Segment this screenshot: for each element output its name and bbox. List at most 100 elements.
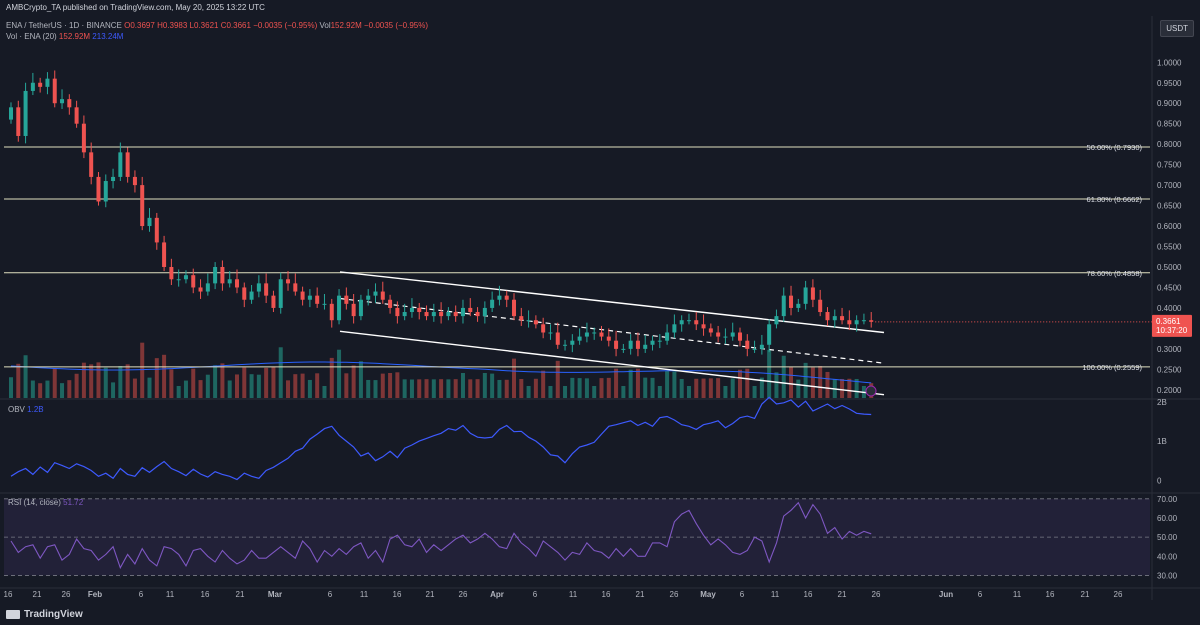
x-tick-label: 26 [62,590,71,599]
candle [81,123,86,153]
volume-bar [679,378,684,398]
volume-bar [439,379,444,398]
candle [526,320,531,322]
volume-bar [409,379,414,398]
x-tick-label: 21 [838,590,847,599]
volume-bar [446,379,451,398]
candle [322,303,327,305]
candle [74,107,79,124]
obv-label: OBV [8,405,25,414]
candle [417,307,422,313]
price-tick-label: 0.7500 [1157,161,1182,170]
x-tick-label: 16 [201,590,210,599]
volume-bar [730,378,735,398]
candle [570,340,575,345]
candle [140,185,145,227]
vol-value: 152.92M [330,21,362,30]
volume-bar [424,379,429,398]
candle [832,316,837,321]
volume-bar [154,358,159,398]
rsi-tick-label: 40.00 [1157,552,1178,561]
currency-button[interactable]: USDT [1160,20,1194,37]
candle [840,316,845,321]
candle [176,279,181,281]
volume-bar [227,380,232,398]
x-tick-label: 16 [1046,590,1055,599]
volume-bar [220,363,225,398]
ohlc-change-2: −0.0035 (−0.95%) [363,21,429,30]
candle [169,266,174,280]
price-tick-label: 0.5000 [1157,263,1182,272]
candle [460,307,465,317]
rsi-tick-label: 50.00 [1157,533,1178,542]
volume-bar [628,369,633,398]
volume-bar [264,367,269,398]
volume-bar [541,370,546,398]
volume-bar [635,368,640,398]
price-tick-label: 0.6500 [1157,202,1182,211]
volume-bar [176,386,181,398]
candle [147,217,152,227]
rsi-line [10,501,872,570]
rsi-value: 51.72 [63,498,84,507]
candle [446,312,451,317]
volume-bar [162,354,167,398]
x-tick-label: 6 [978,590,983,599]
candle [548,332,553,334]
candle [738,332,742,341]
fib-level-label: 78.60% (0.4858) [1087,269,1143,278]
obv-tick-label: 1B [1157,437,1167,446]
x-tick-label: 16 [4,590,13,599]
candle [869,320,874,322]
x-tick-label: 16 [804,590,813,599]
symbol-legend: ENA / TetherUS · 1D · BINANCE O0.3697 H0… [6,21,428,30]
candle [162,242,167,267]
candle [329,303,334,321]
volume-bar [242,367,247,398]
candle [183,275,188,280]
obv-line [10,396,872,481]
x-tick-label: 16 [393,590,402,599]
candle [227,279,232,284]
x-tick-label: 6 [740,590,745,599]
fib-level-label: 61.80% (0.6662) [1087,195,1143,204]
volume-bar [701,378,706,398]
volume-bar [191,368,196,398]
volume-bar [23,355,28,398]
volume-bar [169,369,174,398]
volume-bar [621,386,626,398]
candle [402,312,407,317]
candle [679,320,684,325]
volume-bar [810,367,815,398]
candle [118,152,123,177]
rsi-legend: RSI (14, close) 51.72 [8,498,83,507]
volume-bar [475,379,480,398]
volume-bar [293,374,298,398]
vol-indicator-label: Vol · ENA (20) [6,32,57,41]
tradingview-logo[interactable]: TradingView [6,609,83,620]
candle [847,320,852,325]
rsi-tick-label: 70.00 [1157,495,1178,504]
candle [490,299,495,308]
volume-bar [132,378,137,398]
candle [592,332,597,334]
x-tick-label: 26 [872,590,881,599]
candle [789,295,794,308]
price-tick-label: 0.9000 [1157,99,1182,108]
candle [431,312,436,317]
volume-bar [286,380,291,398]
volume-bar [774,372,779,398]
volume-bar [417,379,422,398]
candle [694,320,699,325]
volume-bar [307,379,312,398]
candle [16,107,21,136]
fib-level-label: 100.00% (0.2559) [1082,363,1142,372]
volume-bar [315,373,320,398]
price-tick-label: 1.0000 [1157,58,1182,67]
candle [621,348,626,350]
price-tick-label: 0.7000 [1157,181,1182,190]
volume-bar [847,378,852,398]
candle [278,279,283,308]
candle [103,181,108,202]
